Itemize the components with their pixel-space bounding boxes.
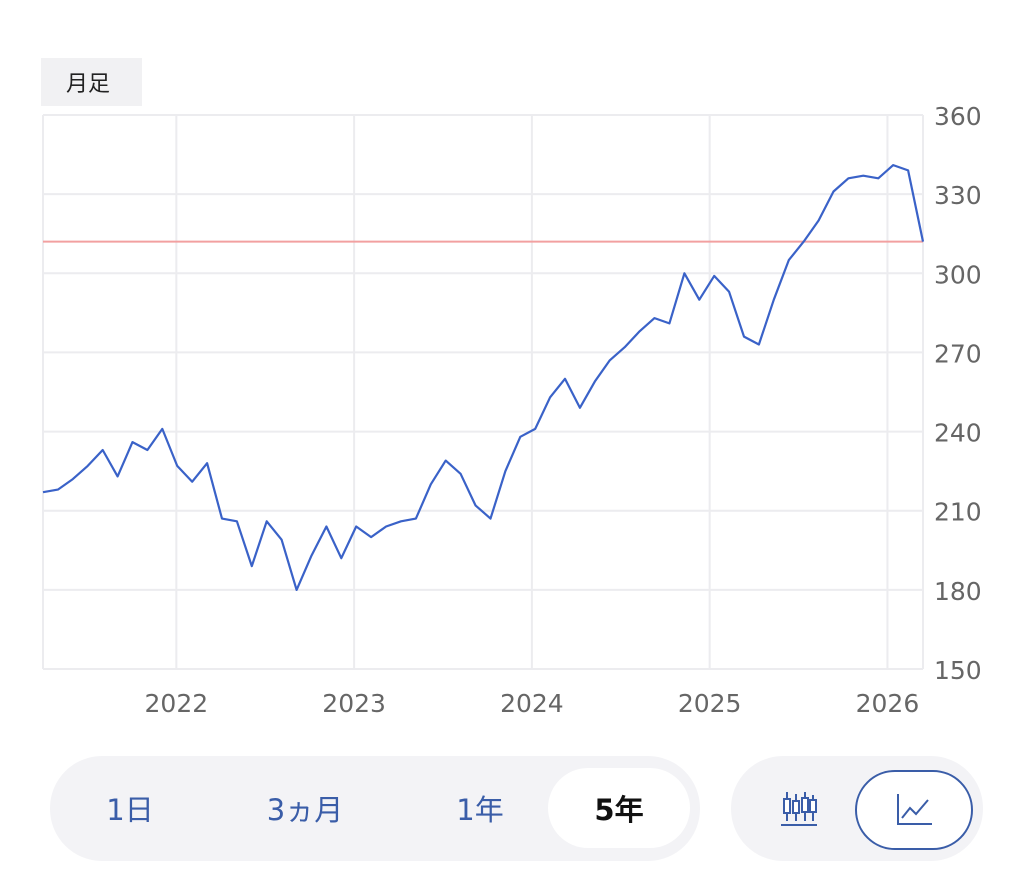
y-tick-label: 150 bbox=[934, 656, 982, 685]
x-tick-label: 2024 bbox=[500, 689, 564, 718]
candlestick-icon bbox=[781, 792, 817, 826]
x-tick-label: 2026 bbox=[856, 689, 920, 718]
range-1d-button[interactable]: 1日 bbox=[50, 768, 210, 848]
range-3m-label: 3ヵ月 bbox=[266, 793, 344, 827]
y-axis-labels: 150 180 210 240 270 300 330 360 bbox=[934, 102, 982, 685]
x-tick-label: 2025 bbox=[678, 689, 742, 718]
line-chart-icon bbox=[897, 794, 932, 825]
chart-grid bbox=[42, 114, 924, 670]
x-axis-labels: 2022 2023 2024 2025 2026 bbox=[145, 689, 920, 718]
x-tick-label: 2022 bbox=[145, 689, 209, 718]
range-selector: 1日 3ヵ月 1年 5年 bbox=[50, 756, 700, 861]
range-1d-label: 1日 bbox=[106, 793, 154, 827]
range-1y-label: 1年 bbox=[456, 793, 504, 827]
y-tick-label: 300 bbox=[934, 260, 982, 289]
y-tick-label: 240 bbox=[934, 419, 982, 448]
candlestick-button[interactable] bbox=[759, 776, 839, 840]
line-chart-button[interactable] bbox=[855, 770, 973, 850]
range-5y-label: 5年 bbox=[594, 793, 644, 827]
x-tick-label: 2023 bbox=[322, 689, 386, 718]
y-tick-label: 330 bbox=[934, 181, 982, 210]
range-1y-button[interactable]: 1年 bbox=[400, 768, 560, 848]
y-tick-label: 270 bbox=[934, 339, 982, 368]
price-line bbox=[42, 164, 925, 591]
range-5y-button[interactable]: 5年 bbox=[548, 768, 690, 848]
y-tick-label: 360 bbox=[934, 102, 982, 131]
range-3m-button[interactable]: 3ヵ月 bbox=[225, 768, 385, 848]
chart-type-selector bbox=[731, 756, 983, 861]
y-tick-label: 180 bbox=[934, 577, 982, 606]
period-badge-label: 月足 bbox=[66, 72, 111, 97]
y-tick-label: 210 bbox=[934, 498, 982, 527]
period-badge: 月足 bbox=[41, 58, 142, 106]
